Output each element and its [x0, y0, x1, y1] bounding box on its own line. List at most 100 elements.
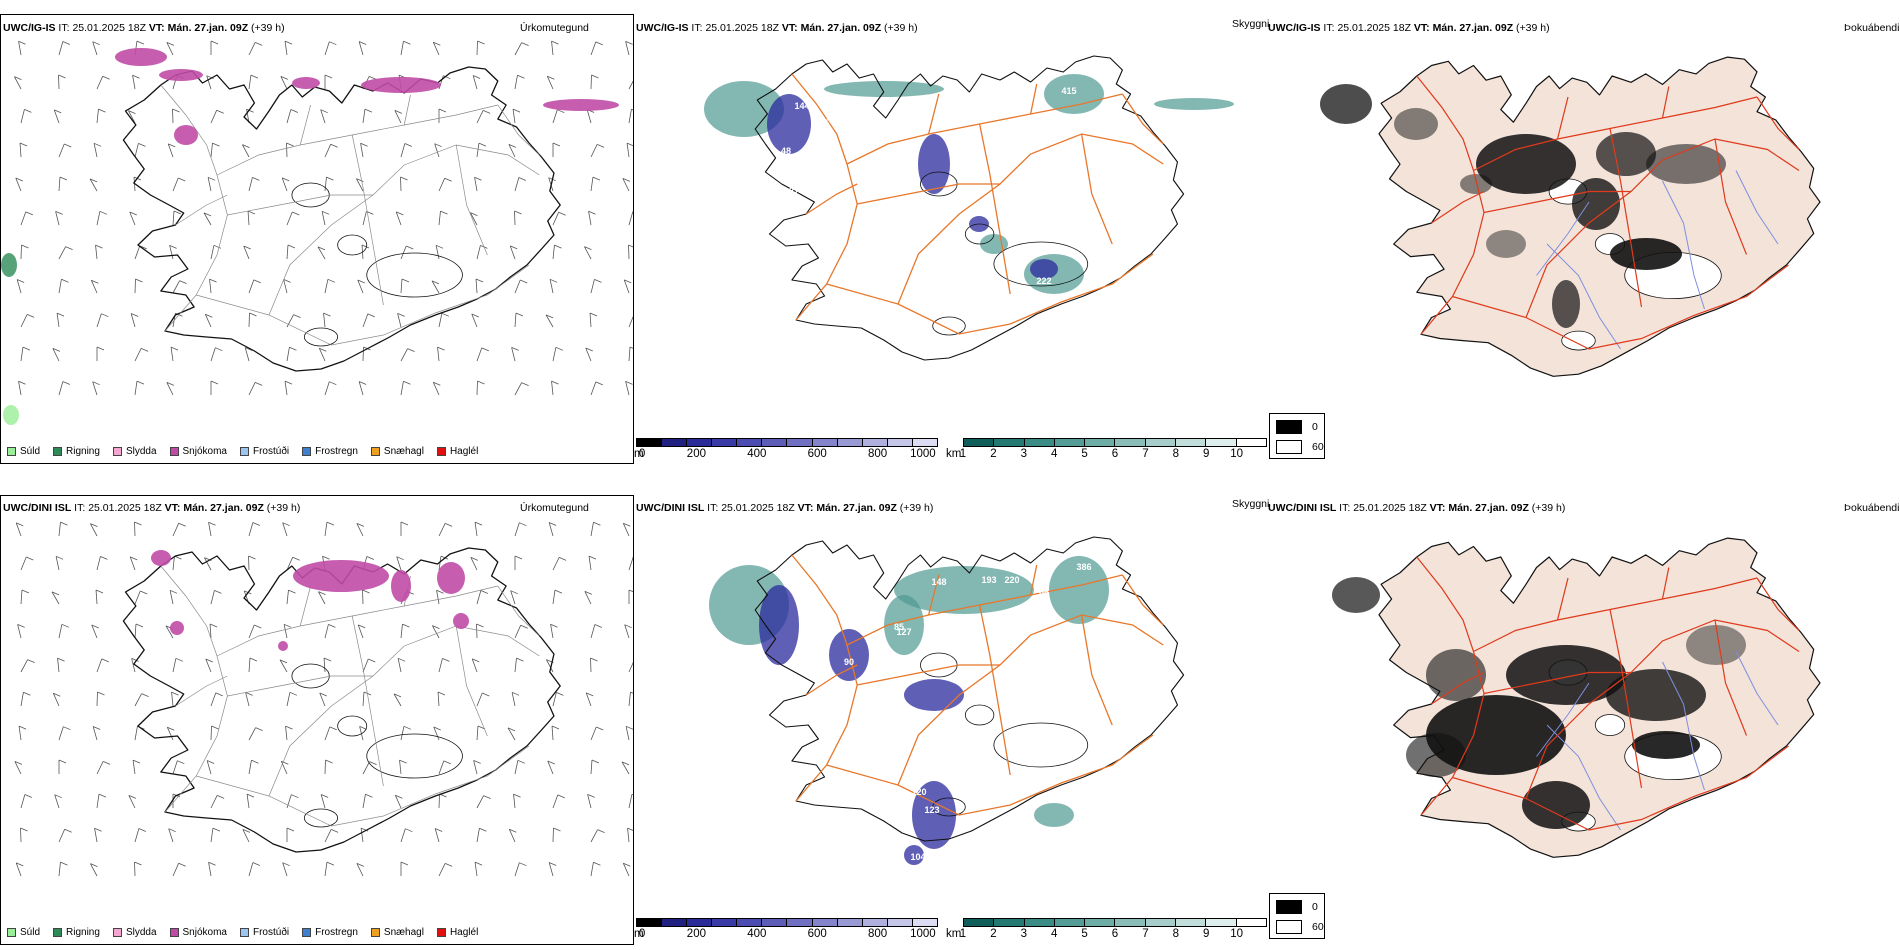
wind-barb — [588, 556, 592, 571]
low-ceiling-area — [918, 134, 950, 194]
wind-barb — [400, 143, 406, 158]
wind-barb — [172, 211, 175, 226]
wind-barb — [92, 41, 98, 56]
legend-swatch — [370, 928, 380, 937]
glacier-langjokull — [291, 663, 330, 689]
wind-barb-feather — [90, 863, 98, 868]
wind-barb — [210, 692, 217, 707]
wind-barb — [20, 659, 28, 673]
ceiling-value-label: 66 — [1049, 216, 1059, 226]
wind-barb — [628, 794, 633, 809]
model-name: UWC/DINI ISL — [1268, 502, 1337, 514]
vt-value: Mán. 27.jan. 09Z — [800, 22, 882, 34]
lead-time: (+39 h) — [1516, 22, 1550, 34]
wind-barb — [286, 590, 289, 605]
wind-barb-feather — [209, 278, 217, 283]
wind-barb-feather — [356, 863, 365, 867]
road-line-group — [791, 554, 1164, 816]
road-line — [795, 163, 858, 321]
header-visibility-1: UWC/IG-IS IT: 25.01.2025 18Z VT: Mán. 27… — [636, 22, 918, 34]
legend-swatch — [302, 447, 312, 456]
wind-barb — [626, 143, 630, 158]
wind-barb-feather — [358, 381, 367, 385]
wind-barb — [628, 347, 631, 362]
wind-barb-feather — [326, 861, 335, 866]
wind-barb-feather — [470, 212, 478, 217]
wind-barb-feather — [321, 210, 330, 215]
wind-barb — [514, 75, 518, 90]
model-name: UWC/IG-IS — [636, 22, 689, 34]
wind-barb-feather — [169, 589, 178, 594]
wind-barb-feather — [128, 795, 137, 799]
wind-barb-feather — [166, 42, 175, 46]
colorbar-step — [837, 439, 863, 446]
wind-barb — [400, 726, 405, 741]
wind-barb-feather — [168, 828, 176, 833]
legend-swatch — [302, 928, 312, 937]
road-line — [1714, 619, 1748, 736]
wind-barb — [286, 109, 292, 124]
legend-label: Haglél — [449, 927, 479, 938]
wind-barb-feather — [99, 210, 108, 215]
wind-barb-feather — [431, 280, 440, 285]
wind-barb-feather — [138, 143, 146, 147]
wind-barb — [362, 692, 365, 707]
wind-barb-feather — [286, 827, 295, 832]
legend-black-box — [1276, 900, 1302, 914]
wind-barb — [476, 828, 480, 843]
colorbar-step — [1206, 439, 1237, 446]
colorbar-step — [1236, 919, 1266, 926]
wind-barb-feather — [593, 521, 601, 526]
wind-barb-feather — [513, 793, 521, 798]
wind-barb — [476, 347, 483, 362]
wind-barb — [584, 591, 592, 605]
fog-patch — [1460, 174, 1492, 194]
cloud-map-1 — [1320, 56, 1821, 377]
road-line-group — [791, 73, 1164, 335]
ceiling-value-label: 144 — [794, 101, 809, 111]
wind-barb-feather — [512, 108, 521, 113]
wind-barb — [552, 347, 557, 362]
wind-barb — [172, 280, 180, 294]
colorbar-tick-label: 800 — [868, 448, 888, 460]
precip-panel-1: Súld Rigning Slydda Snjókoma Frostúði Frostre… — [0, 14, 634, 464]
colorbar-tick-label: 0 — [638, 448, 646, 460]
visibility-map-1: 415 144 35 48 27 22 66 222 — [704, 55, 1234, 361]
wind-barb — [434, 143, 440, 158]
wind-barb-feather — [247, 210, 256, 215]
header-cloud-2: UWC/DINI ISL IT: 25.01.2025 18Z VT: Mán.… — [1268, 502, 1565, 514]
wind-barbs — [14, 40, 633, 396]
wind-barb — [400, 828, 406, 843]
wind-barb — [324, 177, 327, 192]
wind-barb-feather — [433, 381, 441, 386]
wind-barb-feather — [320, 794, 329, 798]
wind-barb — [134, 590, 141, 605]
wind-barb-feather — [169, 245, 177, 249]
iceland-outline — [122, 547, 561, 853]
wind-barb — [438, 313, 443, 328]
legend-swatch — [239, 928, 249, 937]
legend-item-5: Frostregn — [302, 446, 358, 457]
coastline — [122, 547, 561, 853]
precip-panel-2: Súld Rigning Slydda Snjókoma Frostúði Frostre… — [0, 495, 634, 945]
wind-barb — [134, 828, 140, 843]
wind-barb — [280, 76, 288, 90]
wind-barb — [321, 211, 326, 226]
wind-barb-feather — [280, 76, 289, 80]
wind-barb-feather — [18, 725, 27, 730]
header-precip-2: UWC/DINI ISL IT: 25.01.2025 18Z VT: Mán.… — [3, 502, 300, 514]
wind-barb — [319, 692, 326, 707]
fog-patch — [1394, 108, 1438, 140]
wind-barb-feather — [628, 244, 633, 248]
road-line — [978, 604, 1011, 776]
wind-barb — [286, 245, 289, 260]
road-line-group — [1416, 75, 1800, 350]
glacier-hofsjokull — [964, 704, 995, 726]
wind-barb — [58, 381, 64, 396]
river-line — [1546, 724, 1621, 831]
legend-label: Rigning — [66, 927, 100, 938]
wind-barb — [357, 279, 364, 294]
wind-barb — [134, 381, 138, 396]
wind-barb — [476, 726, 479, 741]
wind-barb-feather — [283, 623, 292, 628]
